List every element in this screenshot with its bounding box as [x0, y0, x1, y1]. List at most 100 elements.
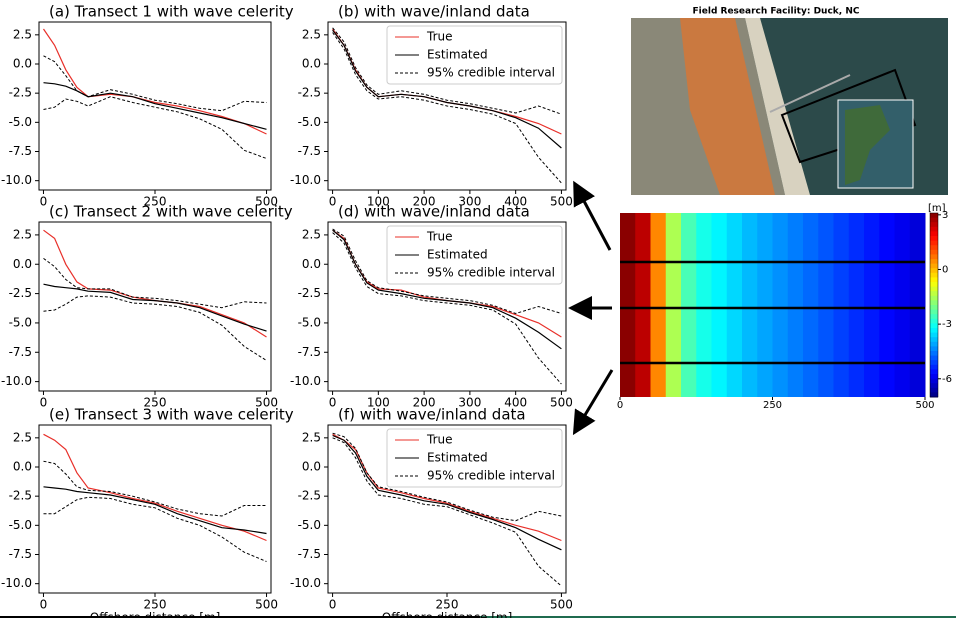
x-tick-label: 400: [504, 396, 527, 410]
x-tick-label: 0: [329, 598, 337, 612]
y-tick-label: -7.5: [298, 144, 321, 158]
plot-frame: [38, 424, 272, 594]
y-tick-label: 2.5: [302, 27, 321, 41]
data-line: [332, 437, 562, 587]
legend-box: [386, 25, 563, 85]
y-tick-label: -2.5: [298, 489, 321, 503]
y-tick-label: 0.0: [13, 460, 32, 474]
x-tick-label: 500: [255, 598, 278, 612]
heat-cell: [894, 213, 911, 397]
plot-frame: [38, 21, 272, 191]
legend-label: Estimated: [427, 248, 488, 262]
arrow: [573, 180, 612, 251]
data-line: [332, 228, 562, 315]
y-tick-label: 0.0: [302, 57, 321, 71]
colorbar-step: [930, 272, 938, 278]
colorbar-step: [930, 351, 938, 357]
satellite-map: [631, 18, 948, 195]
colorbar-step: [930, 387, 938, 393]
data-line: [332, 27, 562, 115]
colorbar-step: [930, 217, 938, 223]
colorbar-step: [930, 360, 938, 366]
heat-cell: [681, 213, 697, 397]
legend-label: 95% credible interval: [427, 469, 555, 483]
colorbar-tick-label: 0: [942, 264, 948, 275]
x-tick-label: 200: [413, 396, 436, 410]
colorbar-step: [930, 222, 938, 228]
x-tick-label: 500: [915, 400, 934, 411]
colorbar-step: [930, 277, 938, 283]
heat-cell: [787, 213, 804, 397]
heat-cell: [742, 213, 758, 397]
colorbar-step: [930, 318, 938, 324]
y-tick-label: -2.5: [298, 86, 321, 100]
x-tick-label: 500: [550, 195, 573, 209]
legend-label: Estimated: [427, 451, 488, 465]
y-tick-label: -2.5: [298, 286, 321, 300]
colorbar-step: [930, 286, 938, 292]
colorbar-step: [930, 383, 938, 389]
colorbar-tick-label: 3: [942, 210, 948, 221]
heat-cell: [879, 213, 895, 397]
colorbar-tick-label: -3: [942, 319, 952, 330]
colorbar-step: [930, 295, 938, 301]
chart-title: (f) with wave/inland data: [338, 406, 526, 424]
heat-cell: [726, 213, 743, 397]
legend-label: True: [426, 30, 453, 44]
y-tick-label: -2.5: [9, 286, 32, 300]
y-tick-label: 2.5: [13, 430, 32, 444]
heat-cell: [833, 213, 850, 397]
data-line: [332, 432, 562, 522]
colorbar-step: [930, 254, 938, 260]
y-tick-label: -10.0: [290, 173, 321, 187]
x-tick-label: 250: [144, 195, 167, 209]
colorbar-step: [930, 213, 938, 219]
data-line: [43, 28, 267, 135]
heat-cell: [757, 213, 773, 397]
legend-box: [386, 225, 563, 285]
heat-cell: [772, 213, 789, 397]
x-tick-label: 0: [40, 598, 48, 612]
x-tick-label: 0: [329, 195, 337, 209]
colorbar-step: [930, 226, 938, 232]
data-line: [43, 460, 267, 517]
data-line: [43, 295, 267, 361]
x-tick-label: 500: [255, 396, 278, 410]
data-line: [43, 433, 267, 542]
colorbar-step: [930, 392, 938, 398]
y-tick-label: -10.0: [1, 374, 32, 388]
chart-title: (b) with wave/inland data: [338, 3, 530, 21]
colorbar-tick-label: -6: [942, 374, 952, 385]
heat-cell: [818, 213, 834, 397]
map-title: Field Research Facility: Duck, NC: [693, 7, 860, 17]
data-line: [43, 283, 267, 332]
colorbar-step: [930, 240, 938, 246]
colorbar-step: [930, 291, 938, 297]
chart-title: (c) Transect 2 with wave celerity: [49, 203, 293, 221]
y-tick-label: -7.5: [298, 547, 321, 561]
legend-label: True: [426, 433, 453, 447]
y-tick-label: 2.5: [13, 27, 32, 41]
data-line: [43, 257, 267, 309]
legend-label: 95% credible interval: [427, 266, 555, 280]
y-tick-label: -7.5: [9, 144, 32, 158]
data-line: [43, 486, 267, 535]
x-tick-label: 250: [436, 598, 459, 612]
x-axis-label: Offshore distance [m]: [90, 611, 221, 619]
x-tick-label: 300: [458, 396, 481, 410]
y-tick-label: -7.5: [9, 345, 32, 359]
x-tick-label: 250: [763, 400, 782, 411]
data-line: [43, 96, 267, 159]
colorbar-step: [930, 337, 938, 343]
y-tick-label: -10.0: [290, 374, 321, 388]
legend-label: Estimated: [427, 48, 488, 62]
colorbar-label: [m]: [928, 203, 946, 214]
colorbar-step: [930, 355, 938, 361]
colorbar-step: [930, 364, 938, 370]
y-tick-label: -5.0: [298, 115, 321, 129]
data-line: [332, 433, 562, 542]
legend-box: [386, 428, 563, 488]
plot-frame: [327, 221, 567, 392]
chart-title: (d) with wave/inland data: [338, 203, 530, 221]
